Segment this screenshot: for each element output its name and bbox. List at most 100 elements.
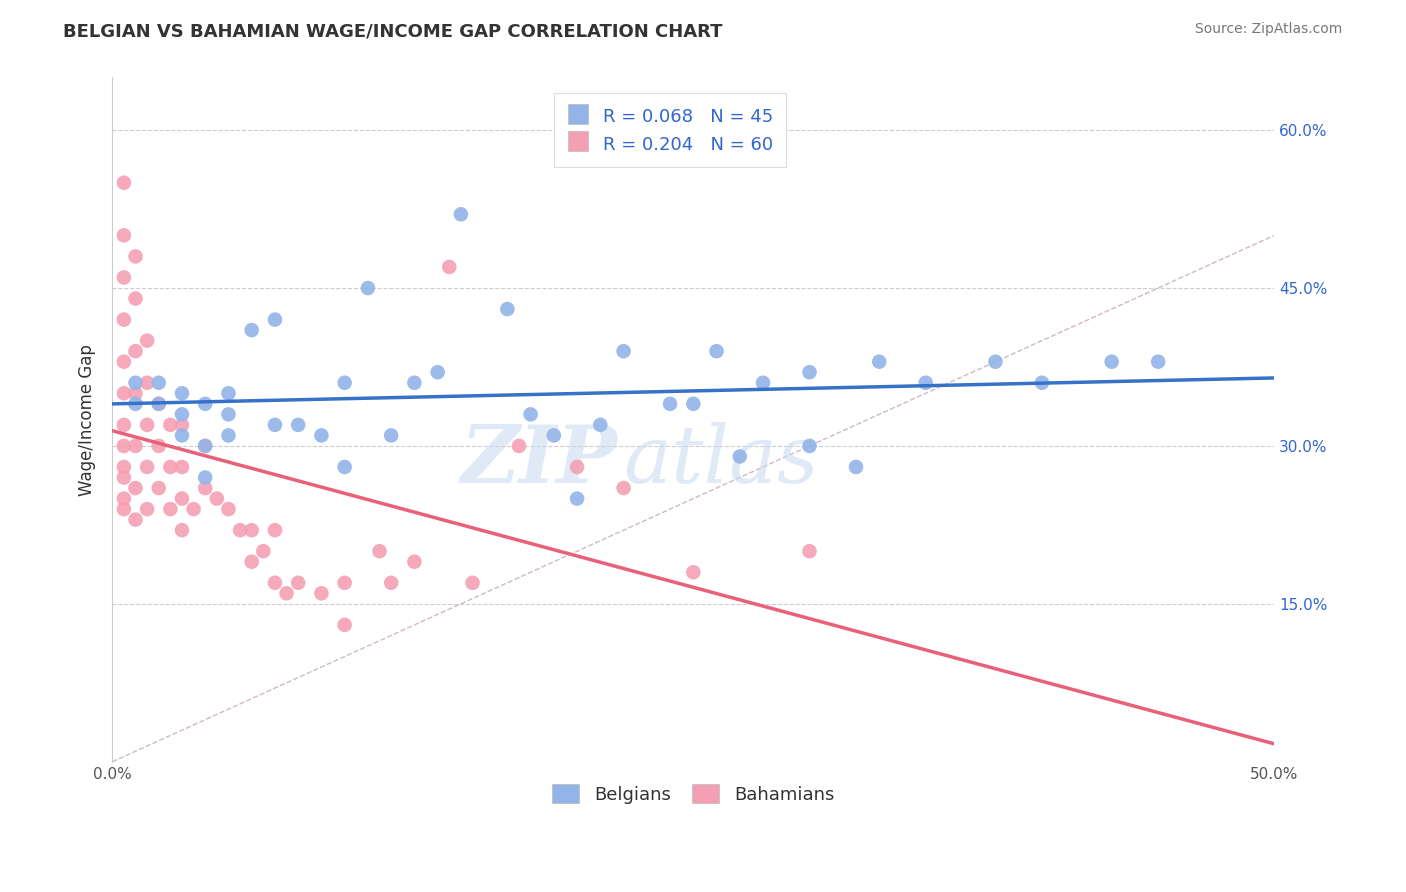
Point xyxy=(706,344,728,359)
Point xyxy=(124,513,146,527)
Point xyxy=(217,408,239,422)
Text: BELGIAN VS BAHAMIAN WAGE/INCOME GAP CORRELATION CHART: BELGIAN VS BAHAMIAN WAGE/INCOME GAP CORR… xyxy=(63,22,723,40)
Point xyxy=(799,365,821,379)
Point xyxy=(1031,376,1053,390)
Point xyxy=(311,428,333,442)
Point xyxy=(264,575,287,590)
Text: ZIP: ZIP xyxy=(461,422,617,500)
Point xyxy=(426,365,449,379)
Point xyxy=(170,428,193,442)
Point xyxy=(124,397,146,411)
Point xyxy=(136,334,159,348)
Point xyxy=(112,228,135,243)
Y-axis label: Wage/Income Gap: Wage/Income Gap xyxy=(79,343,96,496)
Point xyxy=(589,417,612,432)
Point xyxy=(170,417,193,432)
Point xyxy=(404,555,426,569)
Point xyxy=(752,376,775,390)
Point xyxy=(170,386,193,401)
Point xyxy=(682,397,704,411)
Point xyxy=(194,470,217,484)
Point xyxy=(333,376,356,390)
Point xyxy=(112,502,135,516)
Point xyxy=(136,417,159,432)
Point xyxy=(868,354,890,368)
Point xyxy=(519,408,541,422)
Point xyxy=(264,312,287,326)
Point xyxy=(799,544,821,558)
Point xyxy=(287,417,309,432)
Point xyxy=(439,260,461,274)
Text: atlas: atlas xyxy=(624,422,818,500)
Point xyxy=(799,439,821,453)
Point xyxy=(136,460,159,475)
Point xyxy=(183,502,205,516)
Point xyxy=(333,618,356,632)
Point xyxy=(124,249,146,263)
Point xyxy=(124,386,146,401)
Point xyxy=(148,439,170,453)
Point xyxy=(112,270,135,285)
Point xyxy=(112,439,135,453)
Point xyxy=(728,450,751,464)
Point xyxy=(264,417,287,432)
Point xyxy=(543,428,565,442)
Point xyxy=(148,397,170,411)
Point xyxy=(112,470,135,484)
Point xyxy=(170,408,193,422)
Point xyxy=(613,481,636,495)
Point xyxy=(565,491,588,506)
Point xyxy=(112,386,135,401)
Point xyxy=(496,301,519,316)
Point xyxy=(194,439,217,453)
Text: Source: ZipAtlas.com: Source: ZipAtlas.com xyxy=(1195,22,1343,37)
Point xyxy=(136,502,159,516)
Point xyxy=(1147,354,1170,368)
Legend: Belgians, Bahamians: Belgians, Bahamians xyxy=(541,773,845,814)
Point xyxy=(194,481,217,495)
Point xyxy=(380,428,402,442)
Point xyxy=(217,502,239,516)
Point xyxy=(148,397,170,411)
Point xyxy=(461,575,484,590)
Point xyxy=(124,344,146,359)
Point xyxy=(194,439,217,453)
Point xyxy=(984,354,1007,368)
Point xyxy=(450,207,472,221)
Point xyxy=(333,460,356,475)
Point xyxy=(565,460,588,475)
Point xyxy=(240,323,263,337)
Point xyxy=(124,376,146,390)
Point xyxy=(194,397,217,411)
Point xyxy=(217,386,239,401)
Point xyxy=(357,281,380,295)
Point xyxy=(659,397,682,411)
Point xyxy=(1101,354,1123,368)
Point xyxy=(311,586,333,600)
Point xyxy=(112,491,135,506)
Point xyxy=(112,354,135,368)
Point xyxy=(508,439,530,453)
Point xyxy=(240,523,263,537)
Point xyxy=(112,460,135,475)
Point xyxy=(682,566,704,580)
Point xyxy=(380,575,402,590)
Point xyxy=(229,523,252,537)
Point xyxy=(170,523,193,537)
Point xyxy=(276,586,298,600)
Point xyxy=(112,417,135,432)
Point xyxy=(170,491,193,506)
Point xyxy=(124,439,146,453)
Point xyxy=(170,460,193,475)
Point xyxy=(240,555,263,569)
Point xyxy=(404,376,426,390)
Point xyxy=(112,312,135,326)
Point xyxy=(252,544,274,558)
Point xyxy=(368,544,391,558)
Point xyxy=(845,460,868,475)
Point xyxy=(287,575,309,590)
Point xyxy=(124,481,146,495)
Point xyxy=(914,376,936,390)
Point xyxy=(148,481,170,495)
Point xyxy=(205,491,228,506)
